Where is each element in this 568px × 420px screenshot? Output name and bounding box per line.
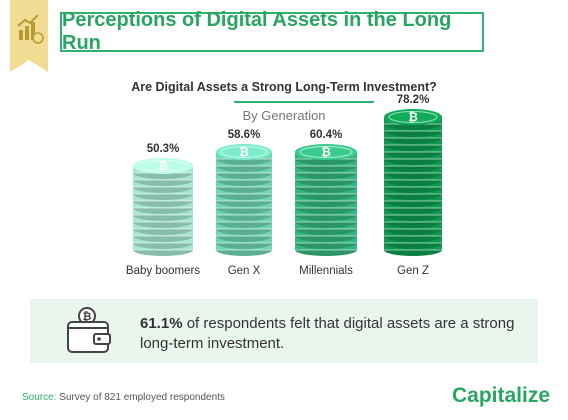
callout-text: 61.1% of respondents felt that digital a… bbox=[140, 314, 520, 354]
source-note: Source: Survey of 821 employed responden… bbox=[22, 392, 225, 403]
value-label: 50.3% bbox=[147, 143, 180, 155]
coin-stack-chart: ₿ 50.3% Baby boomers ₿ 58.6% Gen X ₿ 60.4% Mille… bbox=[126, 94, 442, 277]
callout-box bbox=[30, 299, 538, 363]
category-label: Baby boomers bbox=[126, 265, 200, 277]
chart-subtitle: By Generation bbox=[242, 108, 326, 123]
page-title: Perceptions of Digital Assets in the Lon… bbox=[62, 9, 452, 54]
wallet-icon: ₿ bbox=[67, 307, 111, 353]
value-label: 60.4% bbox=[310, 129, 343, 141]
source-label: Source: bbox=[22, 392, 57, 403]
value-label: 58.6% bbox=[228, 129, 261, 141]
coin-stack-baby-boomers: ₿ bbox=[133, 158, 193, 256]
bitcoin-icon: ₿ bbox=[408, 110, 418, 124]
source-text: Survey of 821 employed respondents bbox=[56, 392, 225, 403]
chart-badge-icon bbox=[10, 0, 48, 72]
title-box: Perceptions of Digital Assets in the Lon… bbox=[60, 9, 484, 54]
coin-stack-gen-z: ₿ bbox=[384, 109, 442, 256]
chart-question: Are Digital Assets a Strong Long-Term In… bbox=[131, 80, 437, 94]
callout-highlight: 61.1% bbox=[140, 315, 183, 332]
bitcoin-icon: ₿ bbox=[158, 159, 168, 173]
coin-stack-millennials: ₿ bbox=[295, 144, 357, 256]
bitcoin-icon: ₿ bbox=[239, 145, 249, 159]
category-label: Gen Z bbox=[397, 265, 429, 277]
coin-stack-gen-x: ₿ bbox=[216, 144, 272, 256]
brand-logo: Capitalize bbox=[451, 384, 550, 407]
question-underline bbox=[234, 101, 374, 103]
category-label: Gen X bbox=[228, 265, 261, 277]
bitcoin-icon: ₿ bbox=[321, 145, 331, 159]
svg-text:₿: ₿ bbox=[83, 310, 92, 323]
category-label: Millennials bbox=[299, 265, 353, 277]
value-label: 78.2% bbox=[397, 94, 430, 106]
callout-body: of respondents felt that digital assets … bbox=[140, 315, 515, 352]
